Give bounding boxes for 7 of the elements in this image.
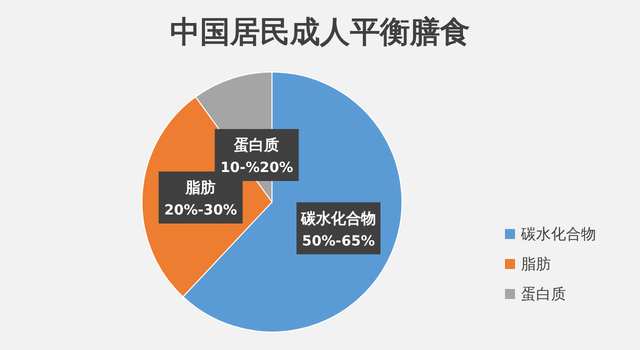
legend-label: 蛋白质 — [521, 285, 566, 303]
chart-title: 中国居民成人平衡膳食 — [170, 15, 470, 50]
slice-label: 碳水化合物 — [300, 209, 376, 228]
slice-label: 蛋白质 — [233, 136, 280, 154]
slice-label: 脂肪 — [184, 178, 216, 197]
legend-label: 碳水化合物 — [520, 225, 596, 243]
legend-label: 脂肪 — [521, 255, 551, 273]
